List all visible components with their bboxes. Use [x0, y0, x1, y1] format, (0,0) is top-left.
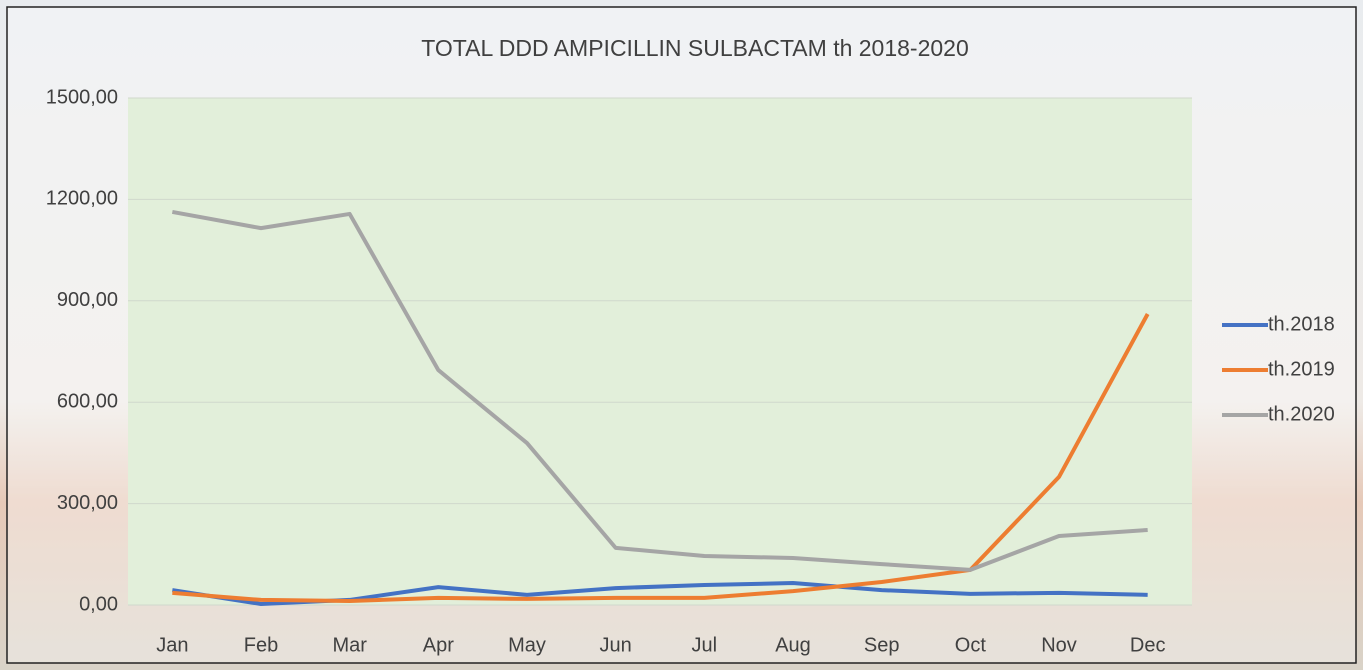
y-tick-label: 1500,00 [46, 86, 118, 108]
chart-title: TOTAL DDD AMPICILLIN SULBACTAM th 2018-2… [421, 35, 969, 61]
legend-label: th.2019 [1268, 358, 1335, 380]
x-tick-label: Feb [244, 634, 278, 656]
y-tick-label: 0,00 [79, 593, 118, 615]
x-tick-label: Dec [1130, 634, 1166, 656]
line-series [172, 313, 1150, 603]
x-tick-label: Aug [775, 634, 811, 656]
x-tick-label: Jun [600, 634, 632, 656]
legend-label: th.2020 [1268, 403, 1335, 425]
y-tick-label: 900,00 [57, 289, 118, 311]
x-tick-label: Nov [1041, 634, 1077, 656]
y-tick-label: 1200,00 [46, 188, 118, 210]
y-tick-label: 300,00 [57, 492, 118, 514]
plot-area [128, 98, 1192, 605]
y-tick-label: 600,00 [57, 390, 118, 412]
x-tick-label: Jul [692, 634, 718, 656]
x-tick-label: Oct [955, 634, 987, 656]
x-tick-label: Sep [864, 634, 900, 656]
x-tick-label: Mar [332, 634, 367, 656]
x-tick-label: Apr [423, 634, 454, 656]
legend-label: th.2018 [1268, 313, 1335, 335]
x-tick-label: Jan [156, 634, 188, 656]
line-series [171, 209, 1148, 572]
x-tick-label: May [508, 634, 546, 656]
